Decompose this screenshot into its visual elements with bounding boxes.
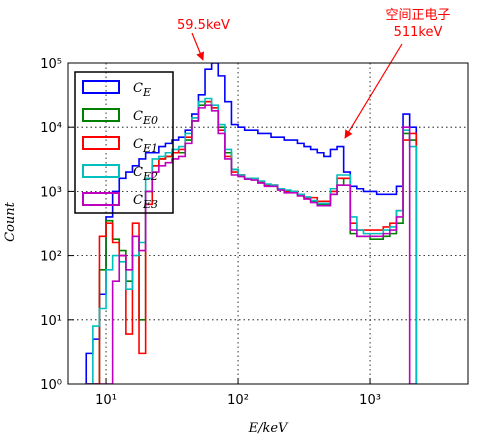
y-tick-label: 10¹ (40, 314, 62, 329)
x-tick-label: 10² (227, 393, 249, 408)
histogram-line (86, 104, 417, 384)
legend-label: CE0 (133, 109, 158, 127)
legend-swatch (82, 108, 120, 122)
legend-box (74, 71, 174, 214)
annotation: 511keV (394, 25, 443, 40)
x-tick-label: 10³ (359, 393, 381, 408)
annotation: 空间正电子 (385, 8, 450, 23)
legend-label: CE1 (133, 137, 158, 155)
legend-label: CE (133, 81, 151, 99)
legend-swatch (82, 136, 120, 150)
y-tick-label: 10³ (40, 185, 62, 200)
legend-label: CE2 (133, 165, 158, 183)
y-tick-label: 10⁴ (40, 121, 62, 136)
annotation-arrow (344, 43, 403, 139)
y-tick-label: 10⁰ (40, 378, 62, 393)
annotation: 59.5keV (177, 18, 230, 33)
annotation-arrow (191, 32, 205, 61)
y-axis-label: Count (3, 201, 18, 242)
x-tick-label: 10¹ (95, 393, 117, 408)
y-tick-label: 10² (40, 250, 62, 265)
plot-frame (67, 62, 469, 385)
legend-swatch (82, 80, 120, 94)
legend-label: CE3 (133, 193, 158, 211)
histogram-line (85, 63, 418, 384)
x-axis-label: E/keV (248, 421, 289, 436)
y-tick-label: 10⁵ (40, 57, 62, 72)
legend-swatch (82, 192, 120, 206)
legend-swatch (82, 164, 120, 178)
